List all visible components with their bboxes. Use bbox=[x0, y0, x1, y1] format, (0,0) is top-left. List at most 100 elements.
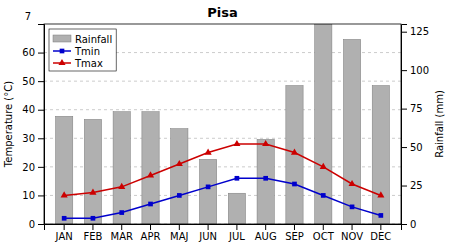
tick: JAN bbox=[55, 224, 73, 242]
bar bbox=[315, 24, 332, 224]
legend-swatch bbox=[53, 35, 71, 42]
bar bbox=[56, 116, 73, 224]
marker bbox=[177, 193, 182, 198]
tick-mark bbox=[92, 224, 93, 230]
tick-mark bbox=[323, 224, 324, 230]
tick-mark bbox=[401, 224, 407, 225]
tick: MAJ bbox=[170, 224, 188, 242]
tick-label: 10 bbox=[22, 190, 35, 201]
marker bbox=[176, 160, 183, 166]
axis: 0 25 50 75 100 125 bbox=[401, 25, 429, 230]
tick-mark bbox=[179, 224, 180, 230]
tick-label: 0 bbox=[410, 219, 416, 230]
marker bbox=[118, 183, 125, 189]
legend-item: Tmin bbox=[53, 46, 100, 57]
tick: 30 bbox=[22, 133, 44, 144]
tick-mark bbox=[294, 224, 295, 230]
legend-marker bbox=[60, 49, 65, 54]
tick: MAR bbox=[111, 224, 133, 242]
tick: DEC bbox=[370, 224, 391, 242]
tick: JUN bbox=[198, 224, 217, 242]
axis: JANFEBMARAPRMAJJUNJULAUGSEPOCTNOVDEC bbox=[45, 224, 402, 242]
marker bbox=[291, 148, 298, 154]
marker bbox=[262, 140, 269, 146]
tick: 50 bbox=[22, 76, 44, 87]
tick-label: MAR bbox=[111, 231, 133, 242]
tick: 60 bbox=[22, 47, 44, 58]
bar bbox=[343, 39, 360, 224]
tick-label: DEC bbox=[370, 231, 391, 242]
tick: SEP bbox=[285, 224, 304, 242]
tick-mark bbox=[352, 224, 353, 230]
tick-mark bbox=[38, 81, 44, 82]
tick-mark bbox=[236, 224, 237, 230]
marker bbox=[233, 140, 240, 146]
marker bbox=[350, 205, 355, 210]
bar bbox=[228, 193, 245, 224]
tick-label: 40 bbox=[22, 104, 35, 115]
axis-title: Rainfall (mm) bbox=[434, 90, 445, 158]
tick-label: 20 bbox=[22, 162, 35, 173]
marker bbox=[263, 176, 268, 181]
marker bbox=[205, 148, 212, 154]
legend-marker bbox=[58, 59, 65, 65]
tick: 75 bbox=[401, 103, 423, 114]
marker bbox=[119, 210, 124, 215]
tick: 20 bbox=[22, 162, 44, 173]
tick: 25 bbox=[401, 180, 423, 191]
legend-item: Rainfall bbox=[53, 34, 112, 45]
tick: 100 bbox=[401, 65, 429, 76]
tick-label: MAJ bbox=[170, 231, 188, 242]
bar bbox=[84, 119, 101, 224]
marker bbox=[348, 180, 355, 186]
axis-line bbox=[38, 25, 45, 225]
tick-label: OCT bbox=[313, 231, 335, 242]
legend-label: Rainfall bbox=[75, 34, 112, 45]
legend: RainfallTminTmax bbox=[49, 29, 116, 71]
tick-label: 30 bbox=[22, 133, 35, 144]
marker bbox=[91, 216, 96, 221]
tick: 125 bbox=[401, 26, 429, 37]
marker-series bbox=[62, 176, 383, 221]
tick-mark bbox=[401, 32, 407, 33]
marker bbox=[89, 188, 96, 194]
tick-mark bbox=[401, 186, 407, 187]
tick-mark bbox=[64, 224, 65, 230]
tick: JUL bbox=[228, 224, 245, 242]
tick-mark bbox=[380, 224, 381, 230]
marker bbox=[235, 176, 240, 181]
bar bbox=[113, 112, 130, 224]
line bbox=[64, 178, 381, 218]
axis-line bbox=[402, 25, 408, 225]
tick: AUG bbox=[255, 224, 277, 242]
tick-label: AUG bbox=[255, 231, 277, 242]
tick-mark bbox=[401, 109, 407, 110]
tick: 0 bbox=[401, 219, 416, 230]
tick: 0 bbox=[29, 219, 44, 230]
tick: 50 bbox=[401, 142, 423, 153]
marker bbox=[321, 193, 326, 198]
bar bbox=[372, 86, 389, 224]
axis-title: Temperature (°C) bbox=[3, 81, 14, 168]
legend-label: Tmax bbox=[74, 58, 103, 69]
marker bbox=[61, 191, 68, 197]
title: Pisa bbox=[207, 5, 238, 20]
tick-label: JUL bbox=[228, 231, 245, 242]
tick-label: JUN bbox=[198, 231, 217, 242]
tick-label: NOV bbox=[341, 231, 363, 242]
line bbox=[64, 144, 381, 195]
legend-label: Tmin bbox=[74, 46, 100, 57]
tick-mark bbox=[401, 147, 407, 148]
tick-mark bbox=[38, 167, 44, 168]
tick-label: 50 bbox=[22, 76, 35, 87]
tick-mark bbox=[401, 70, 407, 71]
bar bbox=[199, 159, 216, 224]
tick: 10 bbox=[22, 190, 44, 201]
bar bbox=[171, 129, 188, 224]
tick-mark bbox=[121, 224, 122, 230]
axis-line bbox=[45, 225, 402, 231]
marker bbox=[379, 213, 384, 218]
axis: 0 10 20 30 40 50 60 bbox=[22, 25, 44, 230]
marker bbox=[377, 191, 384, 197]
tick-mark bbox=[38, 53, 44, 54]
